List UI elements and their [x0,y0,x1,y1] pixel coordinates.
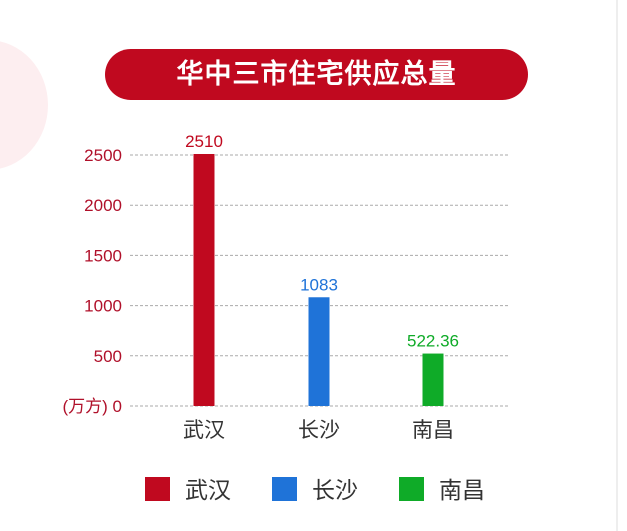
data-label: 1083 [300,275,338,294]
bar-chart: (万方) 0 500 1000 1500 2000 2500 2510 武汉 1083 长沙 522… [0,41,508,504]
bar-1 [193,153,215,406]
chart-title: 华中三市住宅供应总量 [105,49,528,100]
decorative-circle [0,41,48,169]
legend-label: 长沙 [312,478,358,504]
bar-2 [308,297,330,406]
x-tick-label: 南昌 [412,418,454,442]
right-border [616,0,618,531]
legend-swatch [399,477,424,501]
legend-label: 南昌 [439,478,485,504]
data-label: 522.36 [407,332,459,351]
y-tick-label: 500 [94,347,122,366]
y-tick-label: 1500 [84,246,122,265]
legend-swatch [145,477,170,501]
y-tick-label: 2000 [84,196,122,215]
y-tick-label: (万方) 0 [63,397,123,416]
data-label: 2510 [185,132,223,151]
x-tick-label: 武汉 [183,418,225,442]
y-tick-label: 2500 [84,146,122,165]
legend-label: 武汉 [185,478,231,504]
legend-swatch [272,477,297,501]
y-tick-label: 1000 [84,297,122,316]
bar-3 [422,353,444,406]
x-tick-label: 长沙 [298,418,340,442]
